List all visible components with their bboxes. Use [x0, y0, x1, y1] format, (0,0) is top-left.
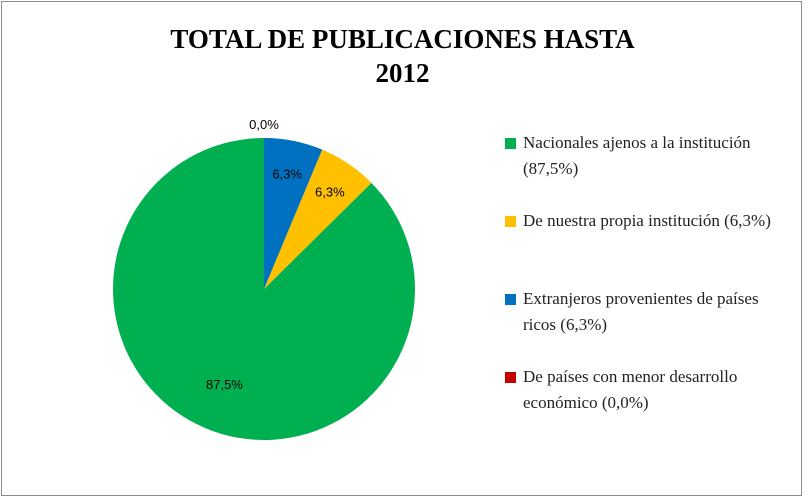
legend-item-nacionales: Nacionales ajenos a la institución (87,5… — [505, 130, 795, 208]
legend-label-extranjeros: Extranjeros provenientes de países ricos… — [523, 289, 759, 334]
legend-label-propia-institucion: De nuestra propia institución (6,3%) — [523, 211, 771, 230]
legend-item-propia-institucion: De nuestra propia institución (6,3%) — [505, 208, 795, 286]
pie-slice-nacionales — [112, 138, 415, 441]
legend-swatch-menor-desarrollo — [505, 372, 516, 383]
legend: Nacionales ajenos a la institución (87,5… — [505, 130, 795, 442]
chart-title: TOTAL DE PUBLICACIONES HASTA 2012 — [0, 22, 805, 90]
legend-swatch-extranjeros — [505, 294, 516, 305]
pie-slice-propia-institucion — [264, 149, 372, 289]
legend-label-menor-desarrollo: De países con menor desarrollo económico… — [523, 367, 738, 412]
data-label-nacionales: 87,5% — [206, 377, 243, 392]
legend-item-menor-desarrollo: De países con menor desarrollo económico… — [505, 364, 795, 442]
chart-title-line-1: TOTAL DE PUBLICACIONES HASTA — [170, 24, 635, 54]
data-label-menor-desarrollo: 0,0% — [249, 117, 279, 132]
legend-swatch-propia-institucion — [505, 216, 516, 227]
data-label-propia-institucion: 6,3% — [315, 184, 345, 199]
legend-swatch-nacionales — [505, 138, 516, 149]
chart-title-line-2: 2012 — [375, 58, 430, 88]
legend-label-nacionales: Nacionales ajenos a la institución (87,5… — [523, 133, 751, 178]
data-label-extranjeros: 6,3% — [272, 167, 302, 182]
pie-slice-extranjeros — [264, 138, 323, 289]
legend-item-extranjeros: Extranjeros provenientes de países ricos… — [505, 286, 795, 364]
